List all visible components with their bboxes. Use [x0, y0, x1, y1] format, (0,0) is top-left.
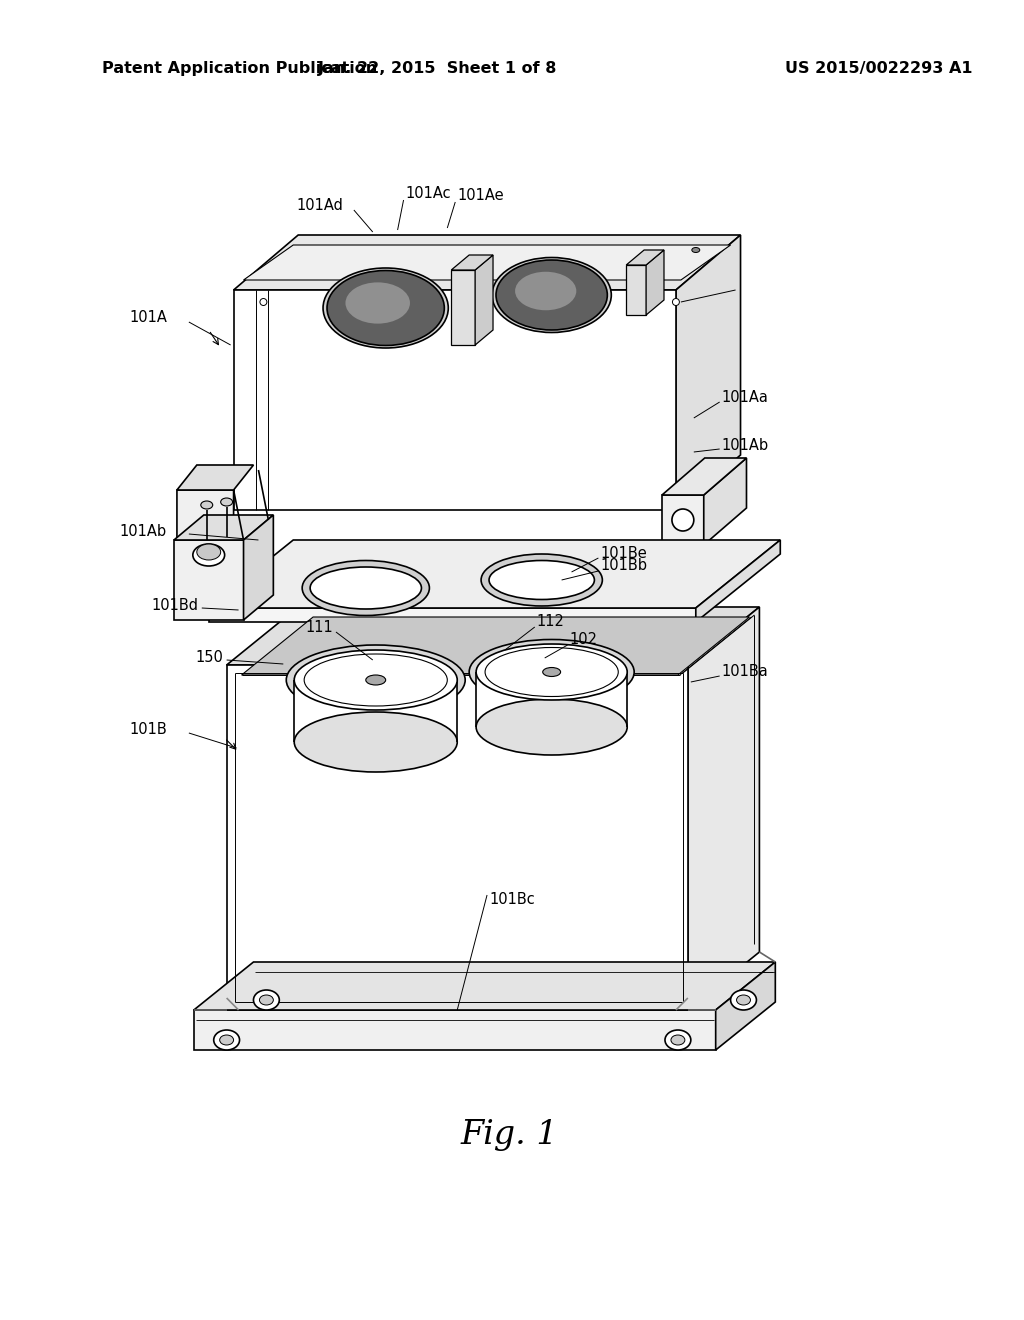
Ellipse shape	[673, 298, 679, 305]
Ellipse shape	[366, 675, 386, 685]
Polygon shape	[244, 246, 730, 280]
Ellipse shape	[543, 668, 560, 676]
Ellipse shape	[260, 298, 267, 305]
Polygon shape	[688, 607, 760, 1010]
Text: 101B: 101B	[129, 722, 167, 738]
Text: 101Ac: 101Ac	[406, 186, 452, 201]
Text: 101Ad: 101Ad	[296, 198, 343, 213]
Text: 112: 112	[537, 615, 564, 630]
Ellipse shape	[287, 645, 465, 715]
Text: 101Ab: 101Ab	[722, 437, 769, 453]
Polygon shape	[226, 665, 688, 1010]
Text: 102: 102	[569, 632, 598, 648]
Ellipse shape	[323, 268, 449, 348]
Text: Patent Application Publication: Patent Application Publication	[102, 61, 378, 75]
Text: Fig. 1: Fig. 1	[460, 1119, 558, 1151]
Ellipse shape	[302, 561, 429, 615]
Polygon shape	[662, 495, 703, 545]
Ellipse shape	[489, 561, 594, 599]
Ellipse shape	[214, 1030, 240, 1049]
Polygon shape	[703, 458, 746, 545]
Ellipse shape	[220, 1035, 233, 1045]
Ellipse shape	[345, 282, 410, 323]
Ellipse shape	[254, 990, 280, 1010]
Polygon shape	[226, 607, 760, 665]
Ellipse shape	[481, 554, 602, 606]
Ellipse shape	[201, 502, 213, 510]
Polygon shape	[475, 255, 493, 345]
Ellipse shape	[665, 1030, 691, 1049]
Text: 101Ba: 101Ba	[722, 664, 768, 680]
Text: 101Ab: 101Ab	[120, 524, 167, 540]
Polygon shape	[452, 255, 493, 271]
Polygon shape	[233, 235, 740, 290]
Polygon shape	[662, 458, 746, 495]
Polygon shape	[627, 265, 646, 315]
Ellipse shape	[736, 995, 751, 1005]
Ellipse shape	[469, 639, 634, 705]
Text: 150: 150	[196, 651, 223, 665]
Text: 111: 111	[305, 620, 333, 635]
Polygon shape	[244, 515, 273, 620]
Ellipse shape	[220, 498, 232, 506]
Text: 101Ae: 101Ae	[458, 187, 504, 202]
Polygon shape	[716, 962, 775, 1049]
Ellipse shape	[692, 248, 699, 252]
Polygon shape	[177, 465, 254, 490]
Polygon shape	[476, 672, 628, 727]
Polygon shape	[627, 249, 664, 265]
Ellipse shape	[476, 700, 628, 755]
Polygon shape	[646, 249, 664, 315]
Ellipse shape	[193, 544, 224, 566]
Polygon shape	[209, 609, 695, 622]
Text: 101Bd: 101Bd	[152, 598, 199, 612]
Ellipse shape	[304, 653, 447, 706]
Ellipse shape	[730, 990, 757, 1010]
Text: 101Be: 101Be	[600, 545, 647, 561]
Text: 101Aa: 101Aa	[722, 391, 769, 405]
Ellipse shape	[327, 271, 444, 346]
Polygon shape	[209, 540, 780, 609]
Ellipse shape	[492, 257, 611, 333]
Ellipse shape	[294, 649, 458, 710]
Text: 101A: 101A	[129, 310, 167, 326]
Ellipse shape	[485, 648, 618, 697]
Ellipse shape	[310, 568, 422, 609]
Polygon shape	[194, 962, 775, 1010]
Ellipse shape	[671, 1035, 685, 1045]
Polygon shape	[676, 235, 740, 510]
Text: 101Bb: 101Bb	[600, 558, 647, 573]
Ellipse shape	[496, 260, 607, 330]
Ellipse shape	[259, 995, 273, 1005]
Ellipse shape	[197, 544, 220, 560]
Polygon shape	[194, 1010, 716, 1049]
Polygon shape	[177, 490, 233, 562]
Polygon shape	[294, 680, 458, 742]
Ellipse shape	[672, 510, 694, 531]
Text: US 2015/0022293 A1: US 2015/0022293 A1	[785, 61, 973, 75]
Ellipse shape	[294, 711, 458, 772]
Polygon shape	[174, 515, 273, 540]
Text: Jan. 22, 2015  Sheet 1 of 8: Jan. 22, 2015 Sheet 1 of 8	[317, 61, 557, 75]
Polygon shape	[233, 290, 676, 510]
Polygon shape	[174, 540, 244, 620]
Ellipse shape	[476, 644, 628, 700]
Polygon shape	[242, 616, 750, 675]
Ellipse shape	[515, 272, 577, 310]
Text: 101Bc: 101Bc	[489, 892, 535, 908]
Polygon shape	[695, 540, 780, 622]
Polygon shape	[452, 271, 475, 345]
